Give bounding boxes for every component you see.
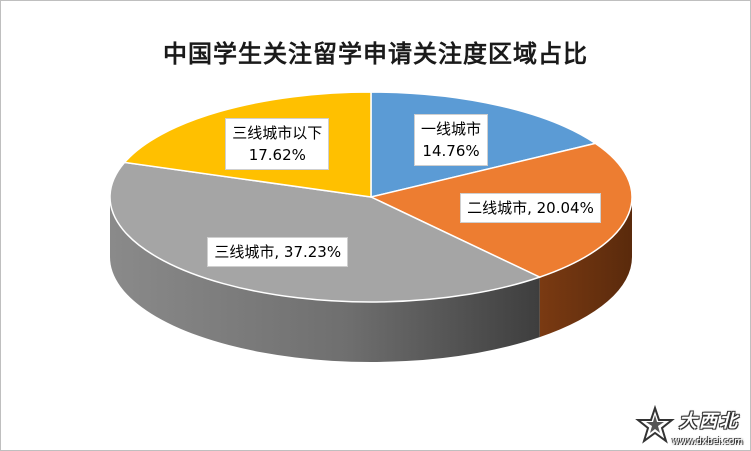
data-label-一线城市: 一线城市 14.76% [414,114,488,166]
star-logo-icon [635,405,675,445]
data-label-percent: 17.62% [232,144,322,166]
data-label-text: 二线城市, 20.04% [467,197,594,219]
data-label-二线城市: 二线城市, 20.04% [460,193,601,223]
watermark-text: 大西北 [679,407,739,433]
watermark: 大西北 www.dxbei.com [635,403,745,447]
watermark-url: www.dxbei.com [672,437,743,447]
data-label-text: 三线城市以下 [232,122,322,144]
data-label-text: 一线城市 [421,118,481,140]
data-label-三线城市以下: 三线城市以下 17.62% [225,118,329,170]
data-label-percent: 14.76% [421,140,481,162]
data-label-三线城市: 三线城市, 37.23% [207,237,348,267]
data-label-text: 三线城市, 37.23% [214,241,341,263]
